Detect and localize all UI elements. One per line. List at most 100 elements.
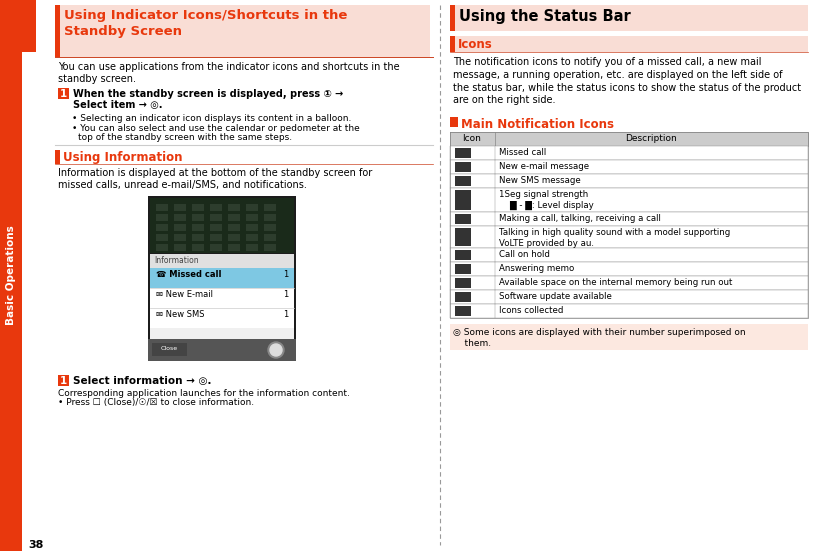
- Text: 1: 1: [283, 270, 288, 279]
- Text: 38: 38: [28, 540, 43, 550]
- Bar: [246, 204, 258, 211]
- Bar: [152, 343, 187, 356]
- Bar: [150, 198, 294, 253]
- Text: You can use applications from the indicator icons and shortcuts in the
standby s: You can use applications from the indica…: [58, 62, 399, 84]
- Bar: [156, 244, 168, 251]
- Bar: [264, 214, 276, 221]
- Bar: [246, 214, 258, 221]
- Bar: [58, 88, 69, 99]
- Bar: [450, 226, 808, 248]
- Bar: [450, 324, 808, 350]
- Text: Icon: Icon: [463, 134, 482, 143]
- Text: 1: 1: [283, 290, 288, 299]
- Bar: [455, 214, 471, 224]
- Bar: [174, 244, 186, 251]
- Text: Call on hold: Call on hold: [499, 250, 550, 259]
- Text: 1: 1: [60, 376, 68, 386]
- Text: When the standby screen is displayed, press ① →: When the standby screen is displayed, pr…: [73, 89, 343, 99]
- Bar: [156, 224, 168, 231]
- Text: Select information → ◎.: Select information → ◎.: [73, 376, 212, 386]
- Text: Making a call, talking, receiving a call: Making a call, talking, receiving a call: [499, 214, 661, 223]
- Bar: [148, 339, 296, 361]
- Bar: [192, 214, 204, 221]
- Text: Using Indicator Icons/Shortcuts in the
Standby Screen: Using Indicator Icons/Shortcuts in the S…: [64, 9, 347, 39]
- Bar: [264, 244, 276, 251]
- Text: Software update available: Software update available: [499, 292, 612, 301]
- Text: ✉ New E-mail: ✉ New E-mail: [156, 290, 213, 299]
- Bar: [450, 160, 808, 174]
- Bar: [174, 214, 186, 221]
- Bar: [264, 234, 276, 241]
- Bar: [210, 234, 222, 241]
- Text: Available space on the internal memory being run out: Available space on the internal memory b…: [499, 278, 733, 287]
- Bar: [150, 254, 294, 268]
- Text: Basic Operations: Basic Operations: [6, 225, 16, 325]
- Text: New e-mail message: New e-mail message: [499, 162, 589, 171]
- Bar: [455, 264, 471, 274]
- Text: Icons: Icons: [458, 38, 493, 51]
- Bar: [192, 234, 204, 241]
- Bar: [455, 306, 471, 316]
- Bar: [450, 262, 808, 276]
- Bar: [150, 268, 294, 288]
- Bar: [246, 224, 258, 231]
- Text: Information: Information: [154, 256, 199, 265]
- Text: Corresponding application launches for the information content.: Corresponding application launches for t…: [58, 389, 350, 398]
- Bar: [455, 162, 471, 172]
- Bar: [450, 5, 455, 31]
- Circle shape: [268, 342, 284, 358]
- Bar: [192, 224, 204, 231]
- Text: • You can also select and use the calendar or pedometer at the: • You can also select and use the calend…: [72, 124, 359, 133]
- Bar: [58, 375, 69, 386]
- Bar: [450, 188, 808, 212]
- Bar: [228, 204, 240, 211]
- Bar: [450, 36, 455, 52]
- Bar: [210, 244, 222, 251]
- Text: Missed call: Missed call: [499, 148, 546, 157]
- Text: Main Notification Icons: Main Notification Icons: [461, 118, 614, 131]
- Bar: [455, 250, 471, 260]
- Bar: [455, 148, 471, 158]
- Bar: [455, 190, 471, 210]
- Text: 1Seg signal strength
    █ - █: Level display: 1Seg signal strength █ - █: Level displa…: [499, 190, 594, 210]
- Bar: [55, 150, 60, 164]
- Bar: [450, 5, 808, 31]
- Bar: [174, 224, 186, 231]
- Text: Select item → ◎.: Select item → ◎.: [73, 100, 162, 110]
- Bar: [264, 224, 276, 231]
- Bar: [246, 244, 258, 251]
- Text: Using Information: Using Information: [63, 151, 183, 164]
- Bar: [150, 254, 294, 344]
- Text: top of the standby screen with the same steps.: top of the standby screen with the same …: [78, 133, 292, 142]
- Bar: [0, 0, 22, 551]
- Text: Talking in high quality sound with a model supporting
VoLTE provided by au.: Talking in high quality sound with a mod…: [499, 228, 730, 248]
- Text: 1: 1: [283, 310, 288, 319]
- Text: ☎ Missed call: ☎ Missed call: [156, 270, 222, 279]
- Text: ✉ New SMS: ✉ New SMS: [156, 310, 205, 319]
- Bar: [22, 0, 36, 52]
- Text: New SMS message: New SMS message: [499, 176, 581, 185]
- Bar: [455, 278, 471, 288]
- Text: Description: Description: [625, 134, 677, 143]
- Bar: [450, 212, 808, 226]
- Bar: [228, 244, 240, 251]
- Text: 1: 1: [60, 89, 68, 99]
- Bar: [148, 196, 296, 361]
- Bar: [450, 174, 808, 188]
- Bar: [450, 146, 808, 160]
- Bar: [450, 132, 808, 146]
- Bar: [192, 204, 204, 211]
- Bar: [450, 248, 808, 262]
- Bar: [156, 214, 168, 221]
- Bar: [55, 5, 60, 57]
- Bar: [450, 290, 808, 304]
- Bar: [210, 204, 222, 211]
- Bar: [174, 204, 186, 211]
- Text: • Press ☐ (Close)/☉/☒ to close information.: • Press ☐ (Close)/☉/☒ to close informati…: [58, 398, 254, 407]
- Text: Answering memo: Answering memo: [499, 264, 575, 273]
- Text: ◎ Some icons are displayed with their number superimposed on
    them.: ◎ Some icons are displayed with their nu…: [453, 328, 746, 348]
- Bar: [455, 176, 471, 186]
- Text: Information is displayed at the bottom of the standby screen for
missed calls, u: Information is displayed at the bottom o…: [58, 168, 372, 191]
- Bar: [156, 204, 168, 211]
- Text: Icons collected: Icons collected: [499, 306, 563, 315]
